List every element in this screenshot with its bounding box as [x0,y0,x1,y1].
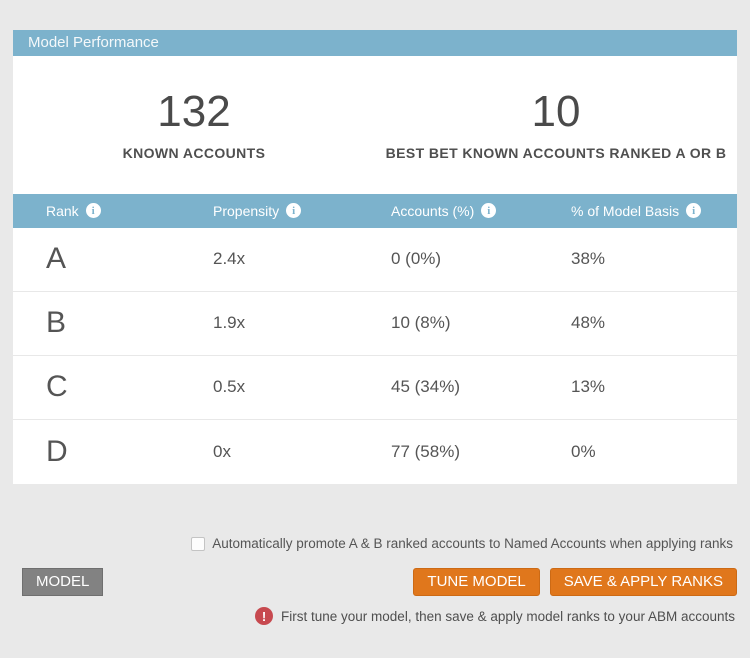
column-model-basis-label: % of Model Basis [571,202,680,219]
exclamation-icon: ! [255,607,274,625]
rank-info-icon[interactable]: i [85,203,101,219]
panel-title: Model Performance [13,30,737,56]
column-rank-label: Rank [46,202,79,219]
accounts-cell: 77 (58%) [391,441,460,461]
column-propensity-label: Propensity [213,202,280,219]
auto-promote-label: Automatically promote A & B ranked accou… [212,536,733,551]
column-accounts-label: Accounts (%) [391,202,475,219]
model-basis-cell: 13% [571,377,606,397]
stat-known-accounts: 132 KNOWN ACCOUNTS [13,87,375,164]
propensity-cell: 0x [213,441,231,461]
rank-c-cell: C [46,370,68,404]
tune-model-button[interactable]: TUNE MODEL [413,568,540,596]
model-basis-cell: 0% [571,441,596,461]
table-header-row: Rank i Propensity i Accounts (%) i % of … [13,193,737,228]
propensity-cell: 0.5x [213,377,246,397]
buttons-row: MODEL TUNE MODEL SAVE & APPLY RANKS [0,568,750,596]
rank-a-cell: A [46,242,67,276]
auto-promote-checkbox[interactable] [191,536,206,551]
column-header-model-basis: % of Model Basis i [571,203,737,219]
model-basis-cell: 48% [571,313,606,333]
propensity-cell: 1.9x [213,313,246,333]
column-header-rank: Rank i [46,203,213,219]
warning-row: ! First tune your model, then save & app… [0,607,750,625]
stats-section: 132 KNOWN ACCOUNTS 10 BEST BET KNOWN ACC… [13,56,737,194]
known-accounts-label: KNOWN ACCOUNTS [122,145,266,162]
model-tab[interactable]: MODEL [22,568,104,596]
table-row: A 2.4x 0 (0%) 38% [13,227,737,292]
auto-promote-row: Automatically promote A & B ranked accou… [0,536,750,551]
propensity-info-icon[interactable]: i [286,203,302,219]
known-accounts-value: 132 [157,87,231,136]
best-bet-value: 10 [531,87,581,136]
accounts-cell: 10 (8%) [391,313,451,333]
accounts-cell: 45 (34%) [391,377,460,397]
table-row: B 1.9x 10 (8%) 48% [13,291,737,356]
accounts-info-icon[interactable]: i [481,203,497,219]
stat-best-bet-accounts: 10 BEST BET KNOWN ACCOUNTS RANKED A OR B [375,87,737,164]
model-basis-cell: 38% [571,249,606,269]
save-apply-ranks-button[interactable]: SAVE & APPLY RANKS [549,568,737,596]
table-row: C 0.5x 45 (34%) 13% [13,355,737,420]
column-header-accounts: Accounts (%) i [391,203,571,219]
accounts-cell: 0 (0%) [391,249,442,269]
best-bet-label: BEST BET KNOWN ACCOUNTS RANKED A OR B [385,145,727,162]
propensity-cell: 2.4x [213,249,246,269]
model-performance-panel: Model Performance 132 KNOWN ACCOUNTS 10 … [13,30,737,484]
table-row: D 0x 77 (58%) 0% [13,419,737,484]
footer-actions: Automatically promote A & B ranked accou… [0,536,750,625]
rank-b-cell: B [46,306,67,340]
rank-d-cell: D [46,434,68,468]
column-header-propensity: Propensity i [213,203,391,219]
model-basis-info-icon[interactable]: i [686,203,702,219]
warning-message: First tune your model, then save & apply… [281,608,735,624]
